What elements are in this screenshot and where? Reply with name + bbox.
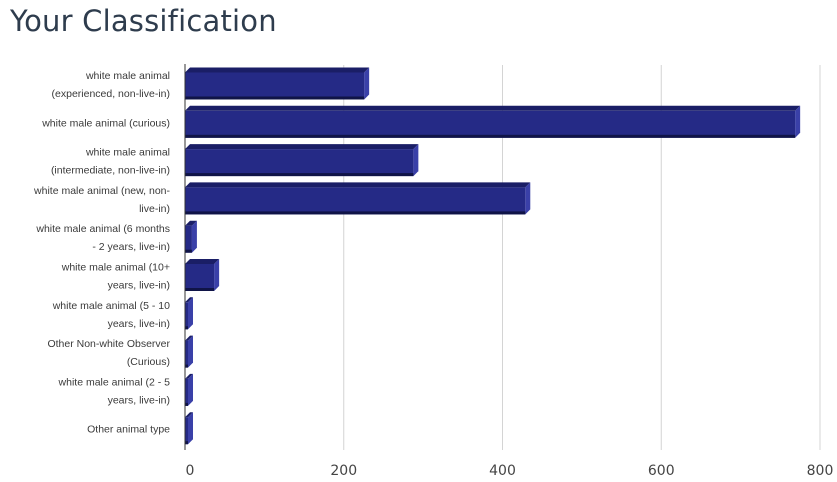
bar-front-face: [185, 187, 526, 215]
bar-top-face: [185, 259, 220, 264]
x-tick-labels: 0 200 400 600 800: [186, 463, 834, 479]
category-label-line: white male animal: [85, 147, 170, 159]
bar-shadow: [185, 134, 796, 138]
bar-1: [185, 105, 801, 138]
bar-shadow: [185, 173, 414, 177]
category-label-line: (intermediate, non-live-in): [51, 165, 170, 177]
category-label-line: Other Non-white Observer: [47, 338, 170, 350]
bar-top-face: [185, 412, 193, 418]
bar-front-face: [185, 417, 188, 445]
x-tick-label: 0: [186, 463, 195, 479]
category-label: white male animal (curious): [41, 117, 170, 129]
bar-2: [185, 144, 419, 177]
category-label-line: - 2 years, live-in): [92, 241, 170, 253]
bar-side-face: [413, 144, 419, 177]
bar-top-face: [185, 182, 531, 188]
bar-side-face: [525, 182, 531, 215]
category-label-line: Other animal type: [87, 424, 170, 436]
bar-shadow: [185, 96, 365, 100]
bar-front-face: [185, 149, 414, 177]
bar-shadow: [185, 326, 188, 330]
category-label-line: years, live-in): [108, 280, 170, 292]
bar-shadow: [185, 249, 192, 253]
category-label-line: white male animal (5 - 10: [52, 300, 170, 312]
bar-side-face: [188, 297, 193, 330]
bar-side-face: [188, 412, 193, 445]
x-tick-label: 400: [489, 463, 516, 479]
bar-front-face: [185, 264, 215, 291]
bar-top-face: [185, 144, 419, 150]
category-label: white male animal (experienced, non-live-…: [52, 70, 170, 100]
category-label: white male animal (new, non-live-in): [33, 185, 170, 215]
bar-top-face: [185, 297, 193, 303]
bar-top-face: [185, 335, 193, 341]
bar-front-face: [185, 72, 365, 100]
bar-shadow: [185, 288, 215, 291]
bar-shadow: [185, 402, 188, 406]
bar-side-face: [191, 220, 197, 253]
x-tick-label: 200: [330, 463, 357, 479]
bar-front-face: [185, 340, 188, 368]
category-label-line: white male animal (10+: [61, 262, 170, 274]
category-label: white male animal (intermediate, non-live…: [51, 147, 170, 177]
category-label-line: white male animal (6 months: [35, 223, 170, 235]
bar-5: [185, 259, 220, 291]
bar-0: [185, 67, 370, 100]
bar-7: [185, 335, 193, 368]
bars: [185, 67, 801, 445]
category-label-line: (experienced, non-live-in): [52, 88, 170, 100]
category-label-line: white male animal: [85, 70, 170, 82]
bar-top-face: [185, 105, 801, 111]
category-label: white male animal (10+ years, live-in): [61, 262, 170, 292]
x-tick-label: 800: [807, 463, 834, 479]
bar-top-face: [185, 220, 197, 226]
bar-front-face: [185, 378, 188, 406]
category-label-line: white male animal (curious): [41, 117, 170, 129]
category-labels: white male animal (experienced, non-live-…: [33, 70, 170, 436]
bar-side-face: [795, 105, 801, 138]
category-label: white male animal (5 - 10 years, live-in): [52, 300, 170, 330]
category-label-line: years, live-in): [108, 318, 170, 330]
category-label: Other animal type: [87, 424, 170, 436]
x-tick-label: 600: [648, 463, 675, 479]
bar-6: [185, 297, 193, 330]
bar-3: [185, 182, 531, 215]
bar-9: [185, 412, 193, 445]
category-label-line: white male animal (2 - 5: [58, 376, 171, 388]
bar-front-face: [185, 302, 188, 330]
category-label-line: (Curious): [127, 356, 170, 368]
bar-side-face: [214, 259, 220, 291]
category-label: Other Non-white Observer (Curious): [47, 338, 170, 368]
category-label-line: years, live-in): [108, 394, 170, 406]
bar-top-face: [185, 373, 193, 379]
page-title: Your Classification: [10, 4, 277, 38]
bar-front-face: [185, 225, 192, 253]
bar-shadow: [185, 364, 188, 368]
bar-top-face: [185, 67, 370, 73]
category-label: white male animal (6 months - 2 years, li…: [35, 223, 170, 253]
bar-side-face: [188, 335, 193, 368]
bar-shadow: [185, 211, 526, 215]
category-label-line: live-in): [139, 203, 170, 215]
bar-8: [185, 373, 193, 406]
bar-shadow: [185, 441, 188, 445]
category-label: white male animal (2 - 5 years, live-in): [58, 376, 171, 406]
bar-side-face: [188, 373, 193, 406]
bar-front-face: [185, 110, 796, 138]
bar-4: [185, 220, 197, 253]
bar-side-face: [364, 67, 370, 100]
category-label-line: white male animal (new, non-: [33, 185, 170, 197]
